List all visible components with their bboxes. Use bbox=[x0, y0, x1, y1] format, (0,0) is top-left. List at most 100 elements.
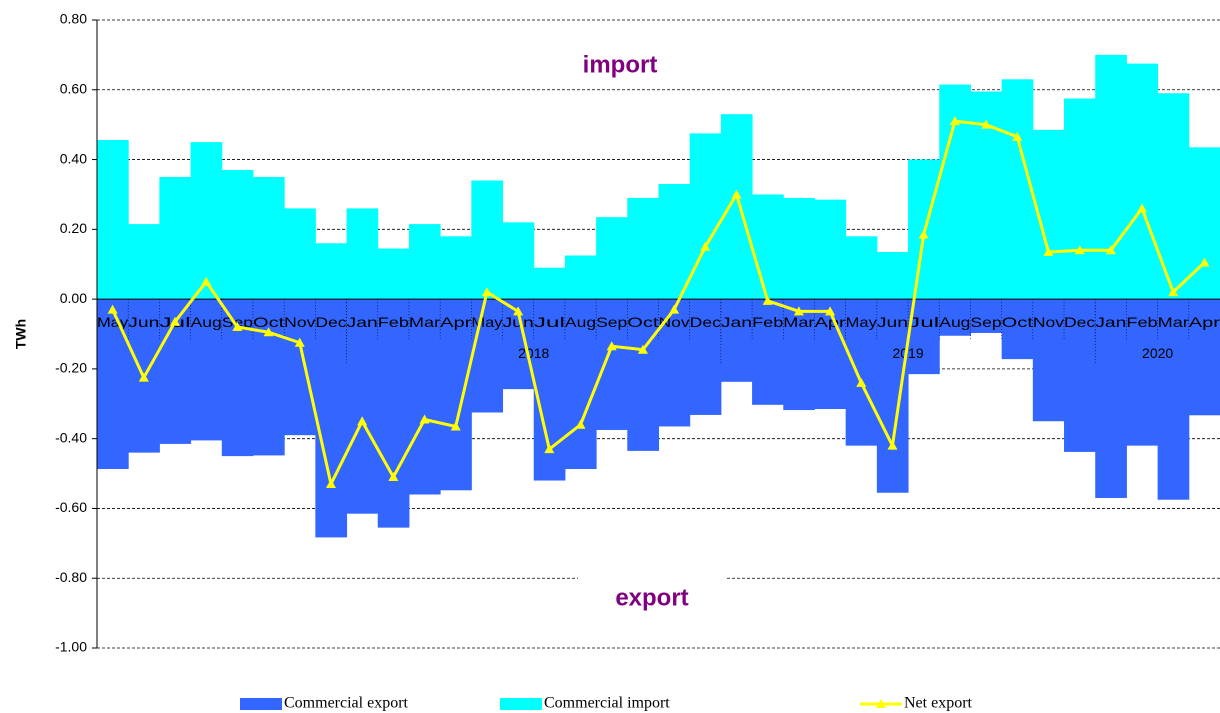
bar bbox=[783, 299, 815, 411]
line-marker bbox=[793, 306, 804, 316]
x-tick-label: Dec bbox=[315, 314, 346, 330]
x-tick-label: May bbox=[846, 314, 877, 330]
line-marker bbox=[981, 119, 992, 129]
x-tick-label: Apr bbox=[1189, 314, 1220, 330]
line-marker bbox=[1043, 247, 1054, 257]
bar bbox=[970, 299, 1003, 333]
x-tick-label: Jul bbox=[534, 314, 565, 330]
bar bbox=[190, 142, 223, 300]
line-marker bbox=[138, 372, 149, 382]
line-marker bbox=[731, 189, 742, 199]
x-tick-label: Sep bbox=[970, 314, 1001, 330]
legend-label: Commercial export bbox=[284, 695, 409, 712]
bar bbox=[315, 299, 348, 538]
bar bbox=[284, 208, 316, 300]
line-marker bbox=[450, 421, 461, 431]
bar bbox=[252, 299, 285, 456]
x-tick-label: Jan bbox=[721, 314, 752, 330]
y-tick-label: 0.00 bbox=[60, 290, 87, 306]
x-tick-label: May bbox=[471, 314, 502, 330]
line-marker bbox=[263, 327, 274, 337]
year-label: 2018 bbox=[518, 345, 549, 361]
x-tick-label: May bbox=[97, 314, 128, 330]
bar bbox=[377, 299, 410, 528]
line-marker bbox=[481, 287, 492, 297]
legend-swatch bbox=[500, 698, 542, 710]
line-marker bbox=[669, 304, 680, 314]
x-tick-label: Jan bbox=[1095, 314, 1126, 330]
bar bbox=[1188, 147, 1220, 300]
line-marker bbox=[1168, 287, 1179, 297]
bar bbox=[845, 299, 878, 446]
line-marker bbox=[107, 304, 118, 314]
annotation-bg bbox=[578, 574, 726, 624]
bar bbox=[814, 199, 847, 300]
bar bbox=[440, 299, 472, 491]
bar bbox=[471, 180, 504, 300]
legend-marker bbox=[876, 699, 886, 708]
line-marker bbox=[294, 337, 305, 347]
line-marker bbox=[1105, 245, 1116, 255]
bar bbox=[1126, 299, 1159, 446]
bar bbox=[564, 299, 597, 470]
bar bbox=[408, 299, 441, 495]
annotation-export: export bbox=[615, 584, 688, 611]
legend-label: Net export bbox=[904, 695, 973, 712]
bar bbox=[658, 299, 691, 427]
line-marker bbox=[388, 472, 399, 482]
line-marker bbox=[169, 316, 180, 326]
bar bbox=[596, 217, 628, 300]
line-marker bbox=[949, 116, 960, 126]
y-tick-label: -0.60 bbox=[55, 499, 87, 515]
net-export-line bbox=[111, 119, 1206, 489]
x-tick-label: Mar bbox=[1158, 314, 1190, 330]
y-tick-label: 0.20 bbox=[60, 220, 87, 236]
x-tick-label: Nov bbox=[1033, 314, 1064, 330]
x-tick-label: Feb bbox=[752, 314, 783, 330]
x-tick-label: Dec bbox=[1064, 314, 1095, 330]
line-marker bbox=[1012, 131, 1023, 141]
line-marker bbox=[1137, 203, 1148, 213]
line-marker bbox=[637, 344, 648, 354]
x-tick-label: Jun bbox=[503, 314, 534, 330]
x-tick-label: Nov bbox=[284, 314, 315, 330]
bar bbox=[1001, 79, 1034, 300]
bar bbox=[97, 140, 129, 300]
x-tick-label: Sep bbox=[596, 314, 627, 330]
bar bbox=[720, 299, 753, 382]
x-tick-label: Apr bbox=[814, 314, 846, 330]
bar bbox=[471, 299, 504, 413]
bar bbox=[1157, 93, 1190, 300]
bar bbox=[752, 194, 784, 300]
bar bbox=[128, 224, 160, 300]
x-tick-label: Dec bbox=[690, 314, 721, 330]
line-marker bbox=[201, 276, 212, 286]
line-marker bbox=[856, 377, 867, 387]
legend-swatch bbox=[240, 698, 282, 710]
bar bbox=[814, 299, 847, 410]
x-tick-label: Jan bbox=[347, 314, 378, 330]
bar bbox=[346, 299, 379, 514]
bar bbox=[533, 267, 566, 300]
bar bbox=[284, 299, 316, 436]
x-tick-label: Aug bbox=[939, 314, 970, 330]
bar bbox=[689, 299, 722, 415]
line-marker bbox=[762, 295, 773, 305]
line-marker bbox=[887, 440, 898, 450]
bar bbox=[596, 299, 628, 430]
bar bbox=[1095, 54, 1127, 300]
bar bbox=[689, 133, 722, 300]
bar bbox=[190, 299, 223, 441]
x-tick-label: Feb bbox=[1126, 314, 1157, 330]
bar bbox=[876, 252, 909, 300]
line-marker bbox=[700, 241, 711, 251]
y-tick-label: -0.20 bbox=[55, 360, 87, 376]
bar bbox=[783, 197, 815, 300]
line-marker bbox=[1199, 257, 1210, 267]
line-marker bbox=[825, 306, 836, 316]
bar bbox=[346, 208, 379, 300]
y-tick-label: 0.40 bbox=[60, 150, 87, 166]
year-label: 2019 bbox=[892, 345, 923, 361]
x-tick-label: Apr bbox=[440, 314, 472, 330]
